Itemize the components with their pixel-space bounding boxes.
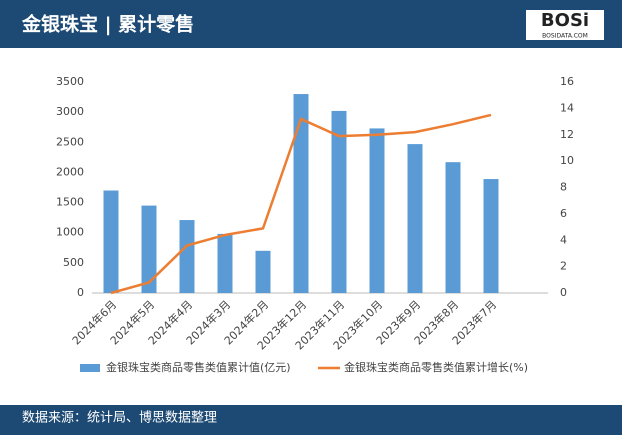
bar bbox=[407, 144, 423, 293]
y2-tick-label: 10 bbox=[560, 154, 574, 167]
line bbox=[110, 113, 492, 295]
page-title: 金银珠宝 | 累计零售 bbox=[21, 13, 194, 36]
y2-tick-label: 0 bbox=[560, 286, 567, 299]
legend-label: 金银珠宝类商品零售类值累计增长(%) bbox=[344, 360, 528, 374]
y-tick-label: 1000 bbox=[56, 226, 84, 239]
y-tick-label: 0 bbox=[77, 286, 84, 299]
y-tick-label: 1500 bbox=[56, 196, 84, 209]
bar bbox=[293, 94, 309, 293]
y-tick-label: 3500 bbox=[56, 75, 84, 88]
y2-tick-label: 12 bbox=[560, 128, 574, 141]
y2-tick-label: 4 bbox=[560, 233, 567, 246]
footer-band bbox=[0, 405, 622, 435]
y-tick-label: 3000 bbox=[56, 105, 84, 118]
header-band bbox=[0, 0, 622, 48]
bar bbox=[483, 179, 499, 293]
y-tick-label: 2000 bbox=[56, 165, 84, 178]
bar bbox=[255, 250, 271, 293]
bar bbox=[331, 110, 347, 294]
y2-tick-label: 2 bbox=[560, 260, 567, 273]
logo: BOSi bbox=[541, 10, 589, 31]
bar bbox=[103, 190, 119, 293]
bar bbox=[179, 220, 195, 293]
logo-sub: BOSIDATA.COM bbox=[542, 33, 588, 40]
bar bbox=[217, 233, 233, 293]
y2-tick-label: 6 bbox=[560, 207, 567, 220]
bar bbox=[141, 205, 157, 293]
y2-tick-label: 14 bbox=[560, 101, 574, 114]
y2-tick-label: 16 bbox=[560, 75, 574, 88]
logo-box bbox=[526, 10, 604, 40]
bar bbox=[369, 128, 385, 293]
legend-label: 金银珠宝类商品零售类值累计值(亿元) bbox=[106, 360, 291, 374]
bar bbox=[445, 162, 461, 293]
y-tick-label: 500 bbox=[63, 256, 84, 269]
y2-tick-label: 8 bbox=[560, 181, 567, 194]
source: 数据来源：统计局、博思数据整理 bbox=[22, 411, 217, 426]
y-tick-label: 2500 bbox=[56, 135, 84, 148]
legend-swatch bbox=[80, 364, 100, 372]
